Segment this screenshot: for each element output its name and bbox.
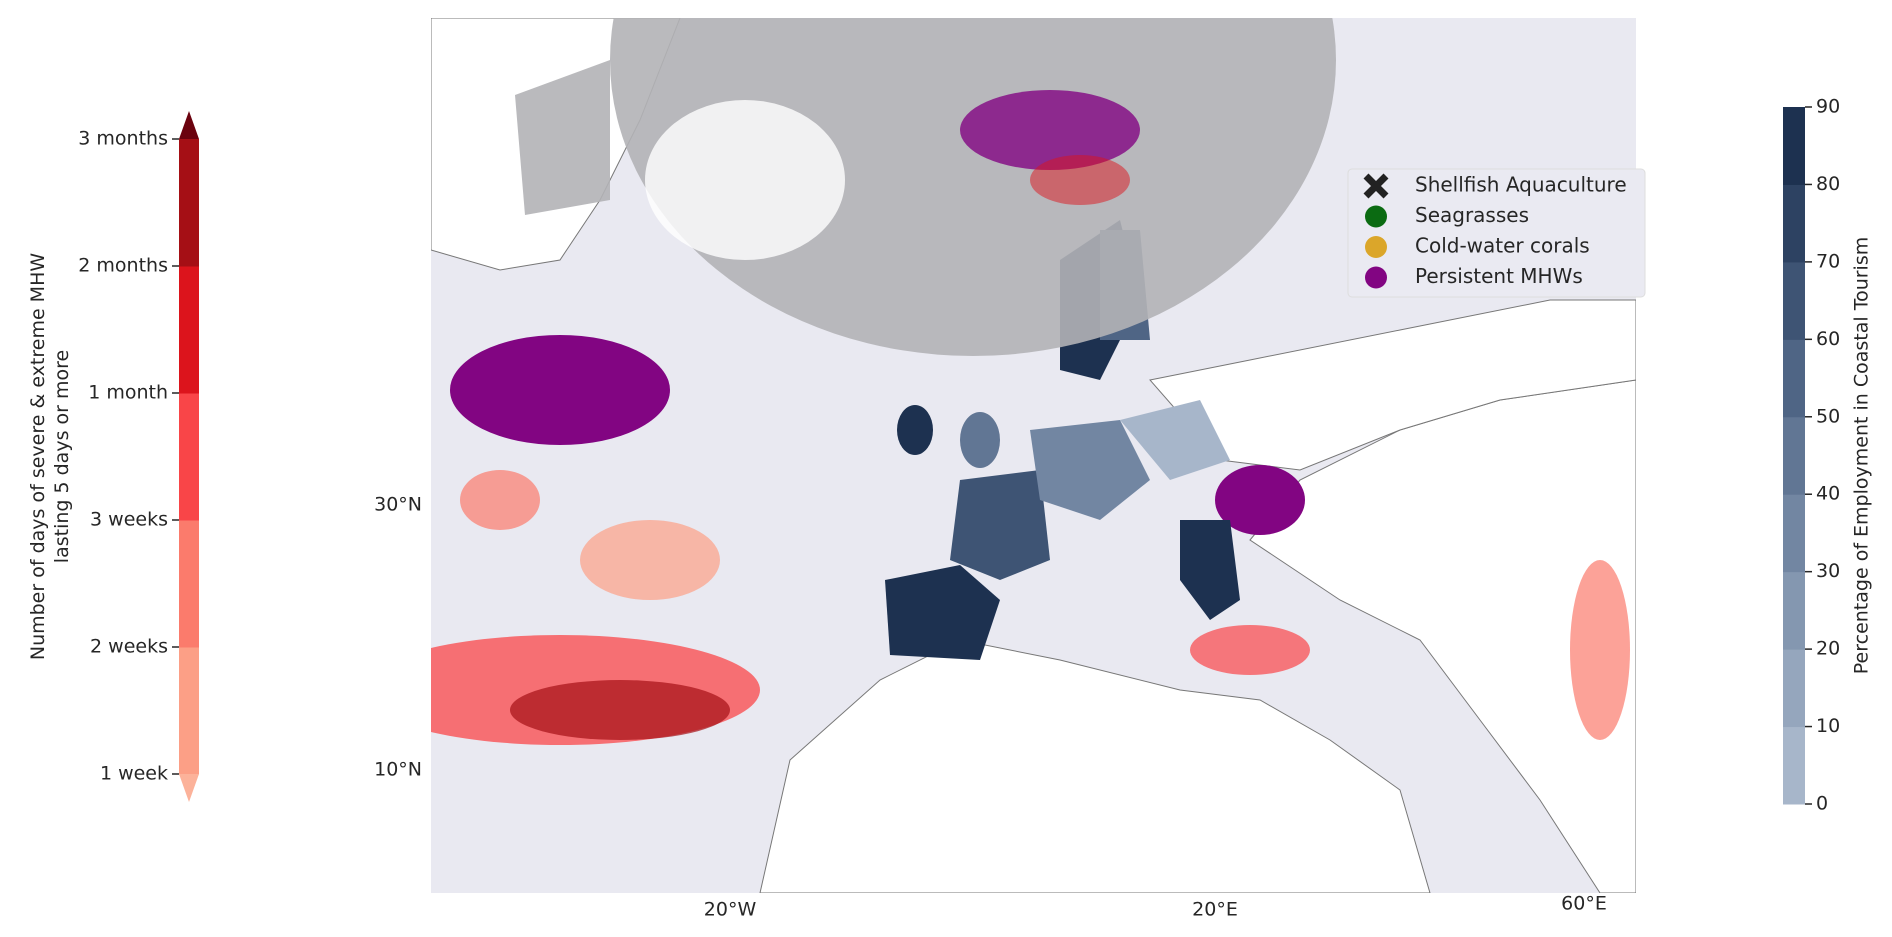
colorbar-segment [179, 393, 199, 521]
colorbar-tick-label: 80 [1816, 173, 1840, 195]
colorbar-tick-label: 3 months [78, 128, 168, 150]
colorbar-segment [1783, 726, 1805, 805]
right-colorbar: 0 10 20 30 40 50 60 70 80 90 Percentage of Employm… [1783, 96, 1873, 815]
left-colorbar: 1 week 2 weeks 3 weeks 1 month 2 months 3 mon… [27, 111, 199, 802]
colorbar-label: Percentage of Employment in Coastal Tour… [1851, 237, 1873, 674]
mhw-area [1190, 625, 1310, 675]
legend-marker [1365, 205, 1387, 228]
mhw-area [460, 470, 540, 530]
legend-label: Persistent MHWs [1415, 264, 1583, 288]
colorbar-tick-label: 1 week [100, 763, 168, 785]
region [1180, 520, 1240, 620]
persistent-mhw [450, 335, 670, 445]
colorbar-tick-label: 10 [1816, 715, 1840, 737]
legend-label: Cold-water corals [1415, 234, 1590, 258]
persistent-mhw [960, 90, 1140, 170]
land [1249, 379, 1636, 893]
colorbar-segment [1783, 649, 1805, 728]
colorbar-tick-label: 2 months [78, 255, 168, 277]
mhw-area [580, 520, 720, 600]
polar-mask [610, 18, 1336, 356]
legend-box [1347, 168, 1646, 298]
lat-label: 10°N [374, 759, 422, 781]
lon-label: 20°W [704, 899, 757, 921]
lon-label: 60°E [1561, 893, 1607, 915]
colorbar-tick-label: 40 [1816, 483, 1840, 505]
colorbar-tick-label: 70 [1816, 250, 1840, 272]
legend-marker [1365, 236, 1387, 258]
region [897, 405, 933, 455]
legend-label: Shellfish Aquaculture [1415, 173, 1627, 197]
lat-label: 30°N [374, 494, 422, 516]
colorbar-segment [179, 520, 199, 648]
map [431, 18, 1636, 893]
mhw-area [1570, 560, 1630, 740]
region [885, 565, 1000, 660]
colorbar-segment [179, 647, 199, 775]
colorbar-segment [1783, 107, 1805, 185]
colorbar-extend [179, 774, 199, 802]
region [950, 470, 1050, 580]
region [960, 412, 1000, 468]
colorbar-tick-label: 1 month [88, 382, 168, 404]
colorbar-tick-label: 90 [1816, 96, 1840, 118]
colorbar-tick-label: 3 weeks [90, 509, 168, 531]
colorbar-segment [1783, 339, 1805, 418]
colorbar-tick-label: 50 [1816, 405, 1840, 427]
colorbar-tick-label: 20 [1816, 638, 1840, 660]
polar-mask [515, 60, 610, 215]
persistent-mhw [1215, 465, 1305, 535]
mhw-area [1030, 155, 1130, 205]
colorbar-tick-label: 2 weeks [90, 636, 168, 658]
colorbar-tick-label: 60 [1816, 328, 1840, 350]
colorbar-tick-label: 0 [1816, 793, 1828, 815]
colorbar-label: Number of days of severe & extreme MHW la… [27, 253, 73, 661]
region [1030, 420, 1150, 520]
colorbar-segment [1783, 571, 1805, 650]
legend-marker [1365, 266, 1387, 289]
colorbar-segment [179, 139, 199, 267]
legend-label: Seagrasses [1415, 203, 1529, 227]
colorbar-segment [1783, 184, 1805, 263]
legend: Shellfish Aquaculture Seagrasses Cold-wate… [1347, 168, 1646, 298]
land [759, 639, 1431, 893]
colorbar-segment [1783, 416, 1805, 495]
colorbar-extend [179, 111, 199, 139]
lon-label: 20°E [1192, 899, 1238, 921]
colorbar-segment [179, 266, 199, 394]
legend-marker [1363, 173, 1389, 199]
region [1120, 400, 1230, 480]
greenland [645, 100, 845, 260]
mhw-area [510, 680, 730, 740]
colorbar-segment [1783, 494, 1805, 573]
colorbar-tick-label: 30 [1816, 560, 1840, 582]
colorbar-segment [1783, 261, 1805, 340]
